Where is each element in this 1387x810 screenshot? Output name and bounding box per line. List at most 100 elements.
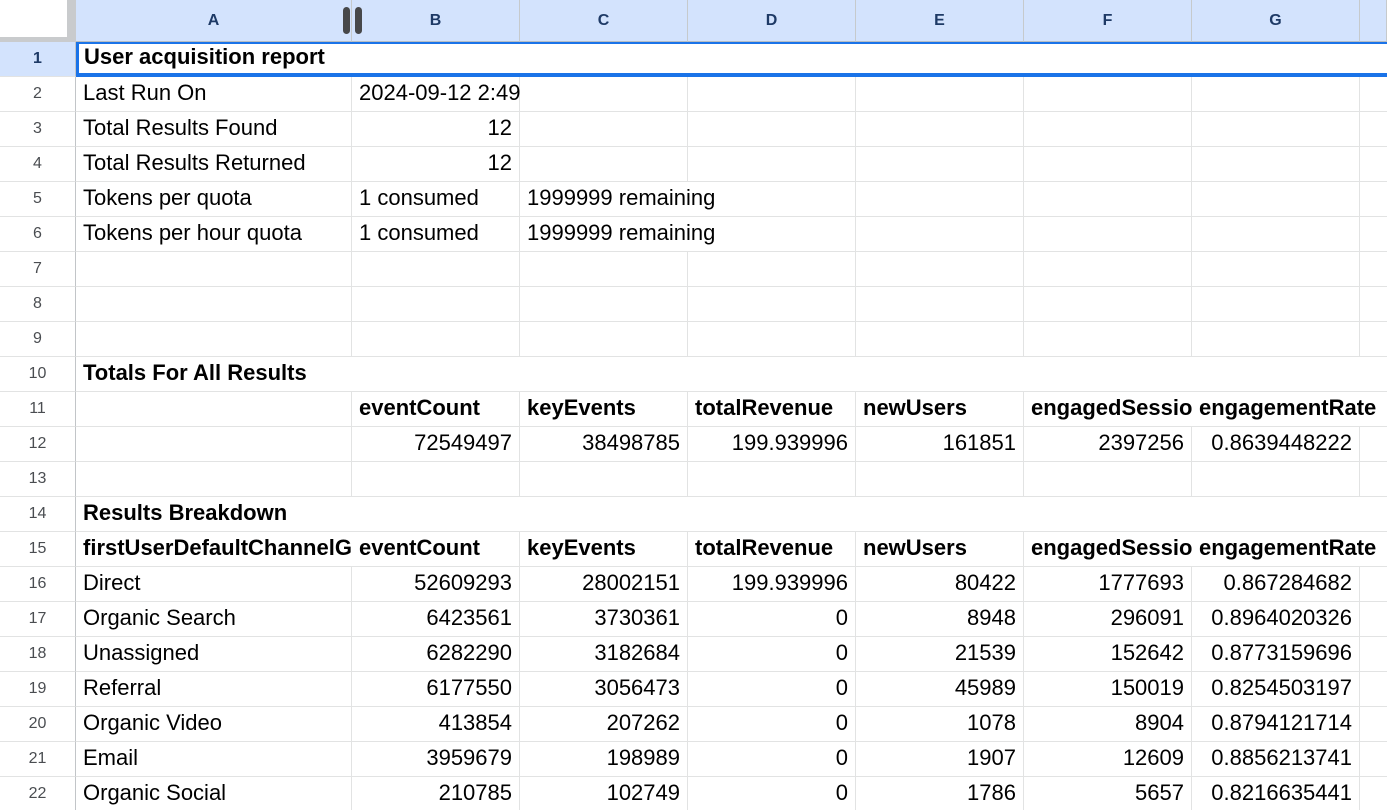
- cell-C22[interactable]: 102749: [520, 777, 688, 810]
- cell-F13[interactable]: [1024, 462, 1192, 497]
- cell-E13[interactable]: [856, 462, 1024, 497]
- cell-F2[interactable]: [1024, 77, 1192, 112]
- cell-C5[interactable]: 1999999 remaining: [520, 182, 856, 217]
- cell-B4[interactable]: 12: [352, 147, 520, 182]
- cell-E6[interactable]: [856, 217, 1024, 252]
- cell-F12[interactable]: 2397256: [1024, 427, 1192, 462]
- cell-F11[interactable]: engagedSessions: [1024, 392, 1192, 427]
- cell-D22[interactable]: 0: [688, 777, 856, 810]
- cell-F21[interactable]: 12609: [1024, 742, 1192, 777]
- cell-B7[interactable]: [352, 252, 520, 287]
- cell-C17[interactable]: 3730361: [520, 602, 688, 637]
- cell-D3[interactable]: [688, 112, 856, 147]
- cell-H17[interactable]: [1360, 602, 1387, 637]
- row-header-2[interactable]: 2: [0, 77, 76, 112]
- cell-A6[interactable]: Tokens per hour quota: [76, 217, 352, 252]
- cell-E17[interactable]: 8948: [856, 602, 1024, 637]
- cell-A1-merged[interactable]: User acquisition report: [76, 42, 1387, 77]
- cell-E9[interactable]: [856, 322, 1024, 357]
- cell-D19[interactable]: 0: [688, 672, 856, 707]
- cell-A4[interactable]: Total Results Returned: [76, 147, 352, 182]
- cell-B8[interactable]: [352, 287, 520, 322]
- cell-C16[interactable]: 28002151: [520, 567, 688, 602]
- row-header-11[interactable]: 11: [0, 392, 76, 427]
- cell-B6[interactable]: 1 consumed: [352, 217, 520, 252]
- cell-E15[interactable]: newUsers: [856, 532, 1024, 567]
- cell-H7[interactable]: [1360, 252, 1387, 287]
- cell-D8[interactable]: [688, 287, 856, 322]
- column-header-D[interactable]: D: [688, 0, 856, 42]
- cell-G11[interactable]: engagementRate: [1192, 392, 1387, 427]
- cell-E12[interactable]: 161851: [856, 427, 1024, 462]
- cell-E18[interactable]: 21539: [856, 637, 1024, 672]
- row-header-22[interactable]: 22: [0, 777, 76, 810]
- cell-G12[interactable]: 0.8639448222: [1192, 427, 1360, 462]
- row-header-14[interactable]: 14: [0, 497, 76, 532]
- cell-B15[interactable]: eventCount: [352, 532, 520, 567]
- cell-A10-merged[interactable]: Totals For All Results: [76, 357, 1387, 392]
- cell-D18[interactable]: 0: [688, 637, 856, 672]
- cell-H22[interactable]: [1360, 777, 1387, 810]
- cell-G15[interactable]: engagementRate: [1192, 532, 1387, 567]
- cell-B12[interactable]: 72549497: [352, 427, 520, 462]
- cell-G2[interactable]: [1192, 77, 1360, 112]
- cell-H6[interactable]: [1360, 217, 1387, 252]
- row-header-9[interactable]: 9: [0, 322, 76, 357]
- cell-C8[interactable]: [520, 287, 688, 322]
- cell-H19[interactable]: [1360, 672, 1387, 707]
- cell-B9[interactable]: [352, 322, 520, 357]
- row-header-7[interactable]: 7: [0, 252, 76, 287]
- row-header-8[interactable]: 8: [0, 287, 76, 322]
- cell-F3[interactable]: [1024, 112, 1192, 147]
- cell-F18[interactable]: 152642: [1024, 637, 1192, 672]
- cell-F15[interactable]: engagedSessions: [1024, 532, 1192, 567]
- column-resize-handle-left[interactable]: [343, 7, 350, 34]
- cell-A5[interactable]: Tokens per quota: [76, 182, 352, 217]
- cell-G21[interactable]: 0.8856213741: [1192, 742, 1360, 777]
- column-header-A[interactable]: A: [76, 0, 352, 42]
- cell-G19[interactable]: 0.8254503197: [1192, 672, 1360, 707]
- cell-E19[interactable]: 45989: [856, 672, 1024, 707]
- row-header-20[interactable]: 20: [0, 707, 76, 742]
- cell-B11[interactable]: eventCount: [352, 392, 520, 427]
- cell-C18[interactable]: 3182684: [520, 637, 688, 672]
- row-header-19[interactable]: 19: [0, 672, 76, 707]
- cell-D21[interactable]: 0: [688, 742, 856, 777]
- cell-F9[interactable]: [1024, 322, 1192, 357]
- row-header-17[interactable]: 17: [0, 602, 76, 637]
- cell-F16[interactable]: 1777693: [1024, 567, 1192, 602]
- cell-C2[interactable]: [520, 77, 688, 112]
- cell-D4[interactable]: [688, 147, 856, 182]
- row-header-21[interactable]: 21: [0, 742, 76, 777]
- cell-A9[interactable]: [76, 322, 352, 357]
- cell-F4[interactable]: [1024, 147, 1192, 182]
- cell-F19[interactable]: 150019: [1024, 672, 1192, 707]
- cell-E5[interactable]: [856, 182, 1024, 217]
- cell-C13[interactable]: [520, 462, 688, 497]
- cell-B13[interactable]: [352, 462, 520, 497]
- cell-A16[interactable]: Direct: [76, 567, 352, 602]
- cell-A20[interactable]: Organic Video: [76, 707, 352, 742]
- cell-G13[interactable]: [1192, 462, 1360, 497]
- row-header-15[interactable]: 15: [0, 532, 76, 567]
- row-header-1[interactable]: 1: [0, 42, 76, 77]
- cell-H9[interactable]: [1360, 322, 1387, 357]
- cell-D2[interactable]: [688, 77, 856, 112]
- cell-D9[interactable]: [688, 322, 856, 357]
- cell-G16[interactable]: 0.867284682: [1192, 567, 1360, 602]
- row-header-3[interactable]: 3: [0, 112, 76, 147]
- cell-D12[interactable]: 199.939996: [688, 427, 856, 462]
- cell-H13[interactable]: [1360, 462, 1387, 497]
- cell-B20[interactable]: 413854: [352, 707, 520, 742]
- cell-D11[interactable]: totalRevenue: [688, 392, 856, 427]
- cell-D15[interactable]: totalRevenue: [688, 532, 856, 567]
- cell-C11[interactable]: keyEvents: [520, 392, 688, 427]
- cell-H2[interactable]: [1360, 77, 1387, 112]
- row-header-10[interactable]: 10: [0, 357, 76, 392]
- cell-C15[interactable]: keyEvents: [520, 532, 688, 567]
- cell-D20[interactable]: 0: [688, 707, 856, 742]
- row-header-16[interactable]: 16: [0, 567, 76, 602]
- cell-A2[interactable]: Last Run On: [76, 77, 352, 112]
- cell-B16[interactable]: 52609293: [352, 567, 520, 602]
- cell-B2[interactable]: 2024-09-12 2:49: [352, 77, 520, 112]
